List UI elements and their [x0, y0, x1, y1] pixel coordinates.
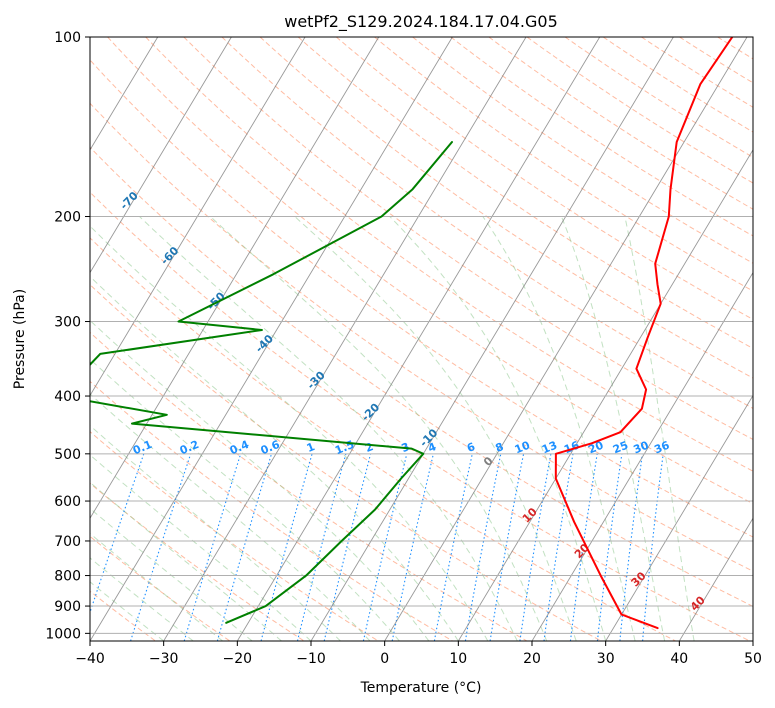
x-tick-label: −40	[75, 651, 105, 667]
y-tick-label: 800	[54, 569, 81, 585]
isotherm	[310, 37, 674, 641]
y-tick-label: 100	[54, 30, 81, 46]
x-axis-title: Temperature (°C)	[360, 680, 482, 696]
y-tick-label: 500	[54, 447, 81, 463]
series-layer	[90, 37, 734, 630]
dry-adiabat	[221, 37, 753, 409]
mixing-ratio-label: 25	[611, 439, 630, 457]
dry-adiabat	[90, 331, 528, 641]
x-tick-label: 30	[597, 651, 615, 667]
dry-adiabat	[90, 431, 379, 641]
y-tick-label: 700	[54, 534, 81, 550]
dry-adiabat	[526, 37, 753, 184]
pressure-gridlines	[90, 37, 753, 634]
dewpoint-line	[90, 141, 453, 624]
mixing-ratio-label: 36	[652, 439, 671, 457]
mixing-ratio-line	[619, 453, 643, 641]
dry-adiabat	[90, 191, 751, 641]
y-tick-label: 300	[54, 315, 81, 331]
dry-adiabat	[412, 37, 753, 264]
dry-adiabat	[90, 59, 753, 538]
mixing-ratio-line	[216, 453, 273, 641]
x-tick-label: 10	[449, 651, 467, 667]
dry-adiabat	[145, 37, 753, 472]
isotherm	[90, 37, 453, 641]
chart-title: wetPf2_S129.2024.184.17.04.G05	[284, 12, 558, 32]
y-tick-label: 200	[54, 210, 81, 226]
mixing-ratio-line	[90, 453, 145, 615]
mixing-ratio-label: 1	[305, 440, 317, 455]
moist-adiabat	[90, 424, 341, 641]
dry-adiabat	[259, 37, 753, 379]
isotherm	[457, 149, 753, 641]
mixing-ratio-label: 30	[632, 439, 651, 457]
y-tick-label: 400	[54, 389, 81, 405]
dry-adiabat	[90, 102, 753, 572]
moist-adiabat	[90, 319, 430, 641]
mixing-ratio-label: 2	[363, 440, 375, 455]
x-tick-label: −30	[149, 651, 179, 667]
plot-area: 0.10.20.40.611.52346810131620253036-100-…	[90, 37, 753, 641]
mixing-ratio-line	[391, 453, 434, 641]
mixing-ratio-line	[362, 453, 408, 641]
moist-adiabat	[624, 216, 695, 641]
x-tick-label: 50	[744, 651, 762, 667]
x-tick-label: −10	[296, 651, 326, 667]
plot-frame	[89, 36, 754, 642]
dry-adiabat	[297, 37, 753, 350]
moist-adiabat	[294, 216, 577, 641]
mixing-ratio-label: 13	[540, 439, 559, 457]
isotherm	[531, 271, 753, 641]
isotherm	[605, 394, 753, 641]
x-axis-ticks: −40 −30 −20 −10 0 10 20 30 40 50	[75, 641, 762, 667]
mixing-ratio-line	[323, 453, 372, 641]
moist-adiabat	[90, 275, 459, 641]
mixing-ratio-label: 10	[513, 439, 532, 457]
mixing-ratio-line	[260, 453, 313, 641]
isotherm	[236, 37, 601, 641]
mixing-ratio-label: 16	[562, 439, 581, 457]
y-axis-ticks: 100 200 300 400 500 600 700 800 900 1000	[45, 30, 90, 642]
x-tick-label: −20	[223, 651, 253, 667]
background-lines	[90, 37, 753, 641]
x-tick-label: 0	[380, 651, 389, 667]
dry-adiabat	[183, 37, 753, 440]
isotherm	[90, 37, 159, 151]
isotherm	[163, 37, 527, 641]
moist-adiabat	[560, 216, 666, 641]
dry-adiabat	[335, 37, 753, 321]
x-tick-label: 40	[670, 651, 688, 667]
isotherm	[678, 517, 753, 641]
temperature-line	[554, 37, 734, 630]
y-tick-label: 600	[54, 494, 81, 510]
isotherm	[90, 37, 232, 274]
mixing-ratio-line	[183, 453, 242, 641]
y-axis-title: Pressure (hPa)	[12, 289, 28, 389]
dry-adiabat	[564, 37, 753, 158]
x-tick-label: 20	[523, 651, 541, 667]
isotherm	[384, 37, 748, 641]
y-tick-label: 1000	[45, 626, 81, 642]
moist-adiabat	[209, 216, 548, 641]
moist-adiabat	[139, 216, 518, 641]
y-tick-label: 900	[54, 599, 81, 615]
moist-adiabat	[90, 358, 400, 641]
mixing-ratio-line	[642, 453, 664, 641]
mixing-ratio-label: 8	[494, 440, 506, 455]
dry-adiabat	[488, 37, 753, 210]
isotherm	[90, 37, 306, 397]
dry-adiabat	[107, 37, 753, 505]
